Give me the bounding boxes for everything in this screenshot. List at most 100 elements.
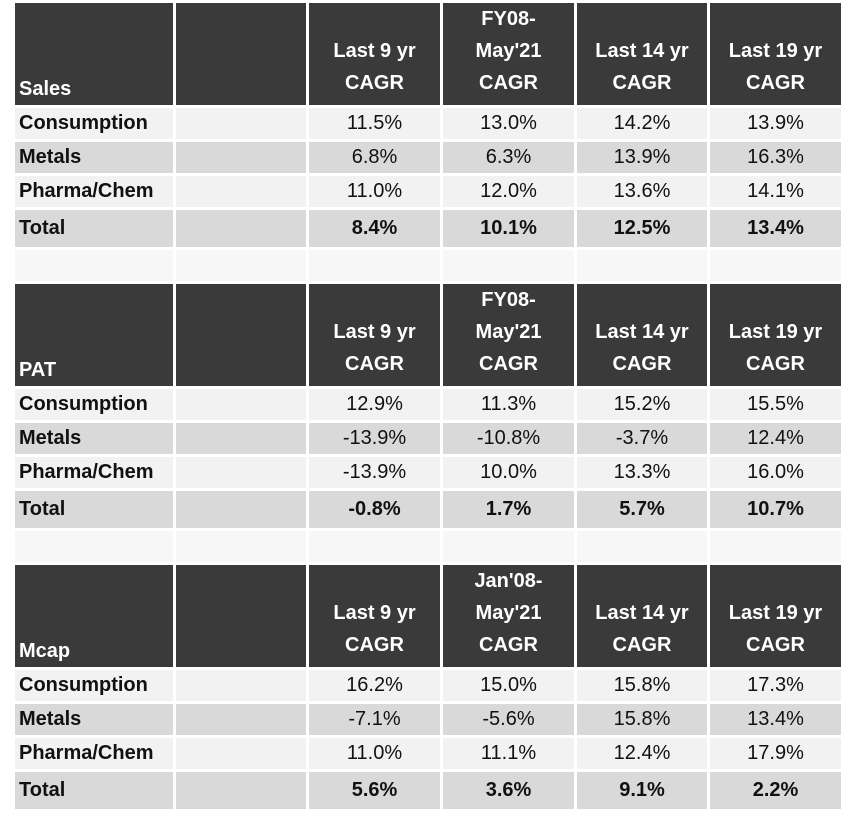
column-header-line: CAGR [479, 634, 538, 656]
total-value: 5.6% [309, 772, 440, 809]
value-cell: 6.3% [443, 142, 574, 173]
total-value: 8.4% [309, 210, 440, 247]
table-row: Pharma/Chem -13.9% 10.0% 13.3% 16.0% [15, 457, 841, 488]
gap-cell [577, 250, 707, 281]
section-header-row: Mcap Last 9 yr CAGR Jan'08- May'21 CAGR Last 1… [15, 565, 841, 667]
value-cell: 16.0% [710, 457, 841, 488]
table-row: Metals -7.1% -5.6% 15.8% 13.4% [15, 704, 841, 735]
row-label: Consumption [15, 389, 173, 420]
cagr-tables: Sales Last 9 yr CAGR FY08- May'21 CAGR Last 14… [12, 0, 844, 812]
total-value: -0.8% [309, 491, 440, 528]
value-cell: 15.8% [577, 704, 707, 735]
column-header: FY08- May'21 CAGR [443, 284, 574, 386]
row-spacer [176, 738, 306, 769]
column-header: FY08- May'21 CAGR [443, 3, 574, 105]
value-cell: 17.9% [710, 738, 841, 769]
value-cell: 15.8% [577, 670, 707, 701]
row-spacer [176, 210, 306, 247]
value-cell: -5.6% [443, 704, 574, 735]
gap-cell [577, 531, 707, 562]
value-cell: 14.1% [710, 176, 841, 207]
value-cell: 13.9% [710, 108, 841, 139]
value-cell: 10.0% [443, 457, 574, 488]
value-cell: 11.1% [443, 738, 574, 769]
column-header: Last 9 yr CAGR [309, 284, 440, 386]
column-header-line: May'21 [475, 40, 542, 62]
column-header-line: CAGR [479, 353, 538, 375]
value-cell: 17.3% [710, 670, 841, 701]
row-spacer [176, 457, 306, 488]
value-cell: 11.5% [309, 108, 440, 139]
value-cell: 15.2% [577, 389, 707, 420]
row-label: Pharma/Chem [15, 176, 173, 207]
total-value: 2.2% [710, 772, 841, 809]
column-header-line: Last 19 yr [728, 321, 823, 343]
column-header-line: FY08- [481, 289, 536, 311]
row-label: Pharma/Chem [15, 738, 173, 769]
gap-cell [309, 250, 440, 281]
row-spacer [176, 176, 306, 207]
column-header-line: Last 9 yr [333, 40, 416, 62]
value-cell: 13.9% [577, 142, 707, 173]
total-row: Total 5.6% 3.6% 9.1% 2.2% [15, 772, 841, 809]
value-cell: 16.2% [309, 670, 440, 701]
value-cell: 16.3% [710, 142, 841, 173]
value-cell: 15.0% [443, 670, 574, 701]
row-label: Consumption [15, 108, 173, 139]
table-row: Pharma/Chem 11.0% 12.0% 13.6% 14.1% [15, 176, 841, 207]
cagr-table: Sales Last 9 yr CAGR FY08- May'21 CAGR Last 14… [12, 0, 844, 812]
column-header-line: Last 9 yr [333, 602, 416, 624]
value-cell: 14.2% [577, 108, 707, 139]
value-cell: 6.8% [309, 142, 440, 173]
total-value: 1.7% [443, 491, 574, 528]
table-row: Consumption 11.5% 13.0% 14.2% 13.9% [15, 108, 841, 139]
section-gap [15, 531, 841, 562]
row-spacer [176, 142, 306, 173]
total-label: Total [15, 772, 173, 809]
row-label: Metals [15, 704, 173, 735]
value-cell: 13.3% [577, 457, 707, 488]
row-label: Pharma/Chem [15, 457, 173, 488]
row-label: Metals [15, 423, 173, 454]
table-row: Pharma/Chem 11.0% 11.1% 12.4% 17.9% [15, 738, 841, 769]
row-spacer [176, 772, 306, 809]
section-gap [15, 250, 841, 281]
section-header-row: PAT Last 9 yr CAGR FY08- May'21 CAGR Last 14 y… [15, 284, 841, 386]
column-header-line: CAGR [746, 634, 805, 656]
value-cell: 11.3% [443, 389, 574, 420]
column-header-line: Last 19 yr [728, 602, 823, 624]
column-header-line: CAGR [345, 353, 404, 375]
row-spacer [176, 423, 306, 454]
row-spacer [176, 108, 306, 139]
gap-cell [176, 250, 306, 281]
value-cell: -3.7% [577, 423, 707, 454]
row-label: Metals [15, 142, 173, 173]
gap-cell [309, 531, 440, 562]
table-row: Consumption 16.2% 15.0% 15.8% 17.3% [15, 670, 841, 701]
total-value: 10.1% [443, 210, 574, 247]
column-header-line: May'21 [475, 321, 542, 343]
row-label: Consumption [15, 670, 173, 701]
column-header: Last 19 yr CAGR [710, 284, 841, 386]
section-header-row: Sales Last 9 yr CAGR FY08- May'21 CAGR Last 14… [15, 3, 841, 105]
column-header-line: Last 9 yr [333, 321, 416, 343]
total-row: Total 8.4% 10.1% 12.5% 13.4% [15, 210, 841, 247]
row-spacer [176, 670, 306, 701]
gap-cell [176, 531, 306, 562]
gap-cell [15, 531, 173, 562]
column-header-line: May'21 [475, 602, 542, 624]
value-cell: -13.9% [309, 423, 440, 454]
column-header-line: Last 14 yr [595, 321, 689, 343]
column-header-line: FY08- [481, 8, 536, 30]
column-header: Last 19 yr CAGR [710, 3, 841, 105]
column-header-line: CAGR [345, 634, 404, 656]
value-cell: -7.1% [309, 704, 440, 735]
column-header: Last 9 yr CAGR [309, 565, 440, 667]
row-spacer [176, 389, 306, 420]
total-label: Total [15, 491, 173, 528]
table-row: Metals 6.8% 6.3% 13.9% 16.3% [15, 142, 841, 173]
total-row: Total -0.8% 1.7% 5.7% 10.7% [15, 491, 841, 528]
value-cell: 12.4% [710, 423, 841, 454]
column-header: Last 19 yr CAGR [710, 565, 841, 667]
value-cell: 12.9% [309, 389, 440, 420]
